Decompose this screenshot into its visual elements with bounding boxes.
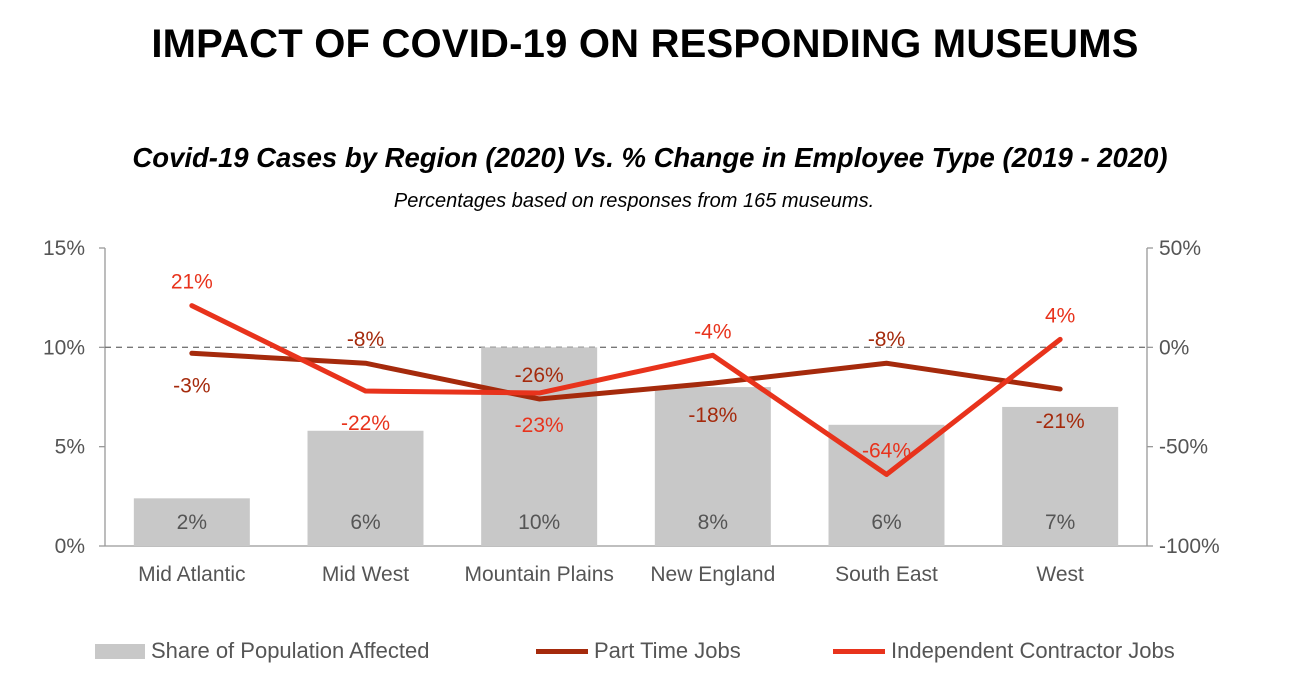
x-axis-tick-label: West bbox=[1036, 563, 1084, 586]
contractor-data-label: -64% bbox=[862, 439, 911, 462]
x-axis-tick-label: South East bbox=[835, 563, 938, 586]
chart-axes: 0% 5% 10% 15% -100% -50% 0% 50% Mid Atlantic Mid … bbox=[43, 237, 1220, 586]
left-axis-tick-label: 10% bbox=[43, 336, 85, 359]
right-axis-tick-label: -50% bbox=[1159, 436, 1208, 459]
bar bbox=[133, 498, 250, 546]
part-time-data-label: -18% bbox=[688, 404, 737, 427]
contractor-data-label: -23% bbox=[515, 414, 564, 437]
legend-swatch-population bbox=[95, 643, 145, 659]
contractor-data-label: 21% bbox=[171, 271, 213, 294]
part-time-data-label: -8% bbox=[347, 328, 384, 351]
bar bbox=[481, 347, 598, 546]
right-axis-tick-label: 50% bbox=[1159, 237, 1201, 260]
contractor-data-label: 4% bbox=[1045, 304, 1075, 327]
x-axis-tick-label: Mid Atlantic bbox=[138, 563, 245, 586]
contractor-data-label: -22% bbox=[341, 412, 390, 435]
x-axis-tick-label: Mid West bbox=[322, 563, 409, 586]
right-axis-tick-label: 0% bbox=[1159, 336, 1189, 359]
left-axis-tick-label: 0% bbox=[55, 535, 85, 558]
legend-label-contractor: Independent Contractor Jobs bbox=[891, 638, 1175, 663]
right-axis-tick-label: -100% bbox=[1159, 535, 1220, 558]
x-axis-tick-label: New England bbox=[650, 563, 775, 586]
legend-label-population: Share of Population Affected bbox=[151, 638, 430, 663]
bar-series bbox=[133, 347, 1119, 546]
bar bbox=[307, 430, 424, 546]
bar-data-label: 6% bbox=[350, 511, 380, 534]
part-time-data-label: -26% bbox=[515, 364, 564, 387]
left-axis-tick-label: 15% bbox=[43, 237, 85, 260]
part-time-data-label: -8% bbox=[868, 328, 905, 351]
bar-data-label: 7% bbox=[1045, 511, 1075, 534]
page-title: IMPACT OF COVID-19 ON RESPONDING MUSEUMS bbox=[151, 22, 1139, 66]
legend-item-population: Share of Population Affected bbox=[95, 636, 429, 666]
left-axis-tick-label: 5% bbox=[55, 436, 85, 459]
bar bbox=[1002, 406, 1119, 546]
bar bbox=[654, 387, 771, 546]
part-time-data-label: -3% bbox=[173, 374, 210, 397]
data-labels: 2% 6% 10% 8% 6% 7% -3% -8% -26% -18% -8% -21% 21% -22… bbox=[171, 271, 1085, 534]
part-time-data-label: -21% bbox=[1036, 410, 1085, 433]
line-series bbox=[189, 303, 1063, 477]
legend-label-part-time: Part Time Jobs bbox=[594, 638, 741, 663]
legend-item-contractor: Independent Contractor Jobs bbox=[833, 636, 1175, 666]
bar-data-label: 2% bbox=[177, 511, 207, 534]
legend-item-part-time: Part Time Jobs bbox=[536, 636, 741, 666]
x-axis-tick-label: Mountain Plains bbox=[464, 563, 613, 586]
legend-swatch-part-time bbox=[536, 648, 588, 654]
bar-data-label: 6% bbox=[871, 511, 901, 534]
part-time-jobs-line bbox=[189, 350, 1063, 402]
chart-subtitle: Percentages based on responses from 165 … bbox=[393, 190, 875, 212]
bar-data-label: 10% bbox=[518, 511, 560, 534]
contractor-data-label: -4% bbox=[694, 320, 731, 343]
contractor-jobs-line bbox=[189, 303, 1063, 477]
bar-data-label: 8% bbox=[698, 511, 728, 534]
chart-title: Covid-19 Cases by Region (2020) Vs. % Ch… bbox=[132, 142, 1168, 173]
legend-swatch-contractor bbox=[833, 648, 885, 654]
